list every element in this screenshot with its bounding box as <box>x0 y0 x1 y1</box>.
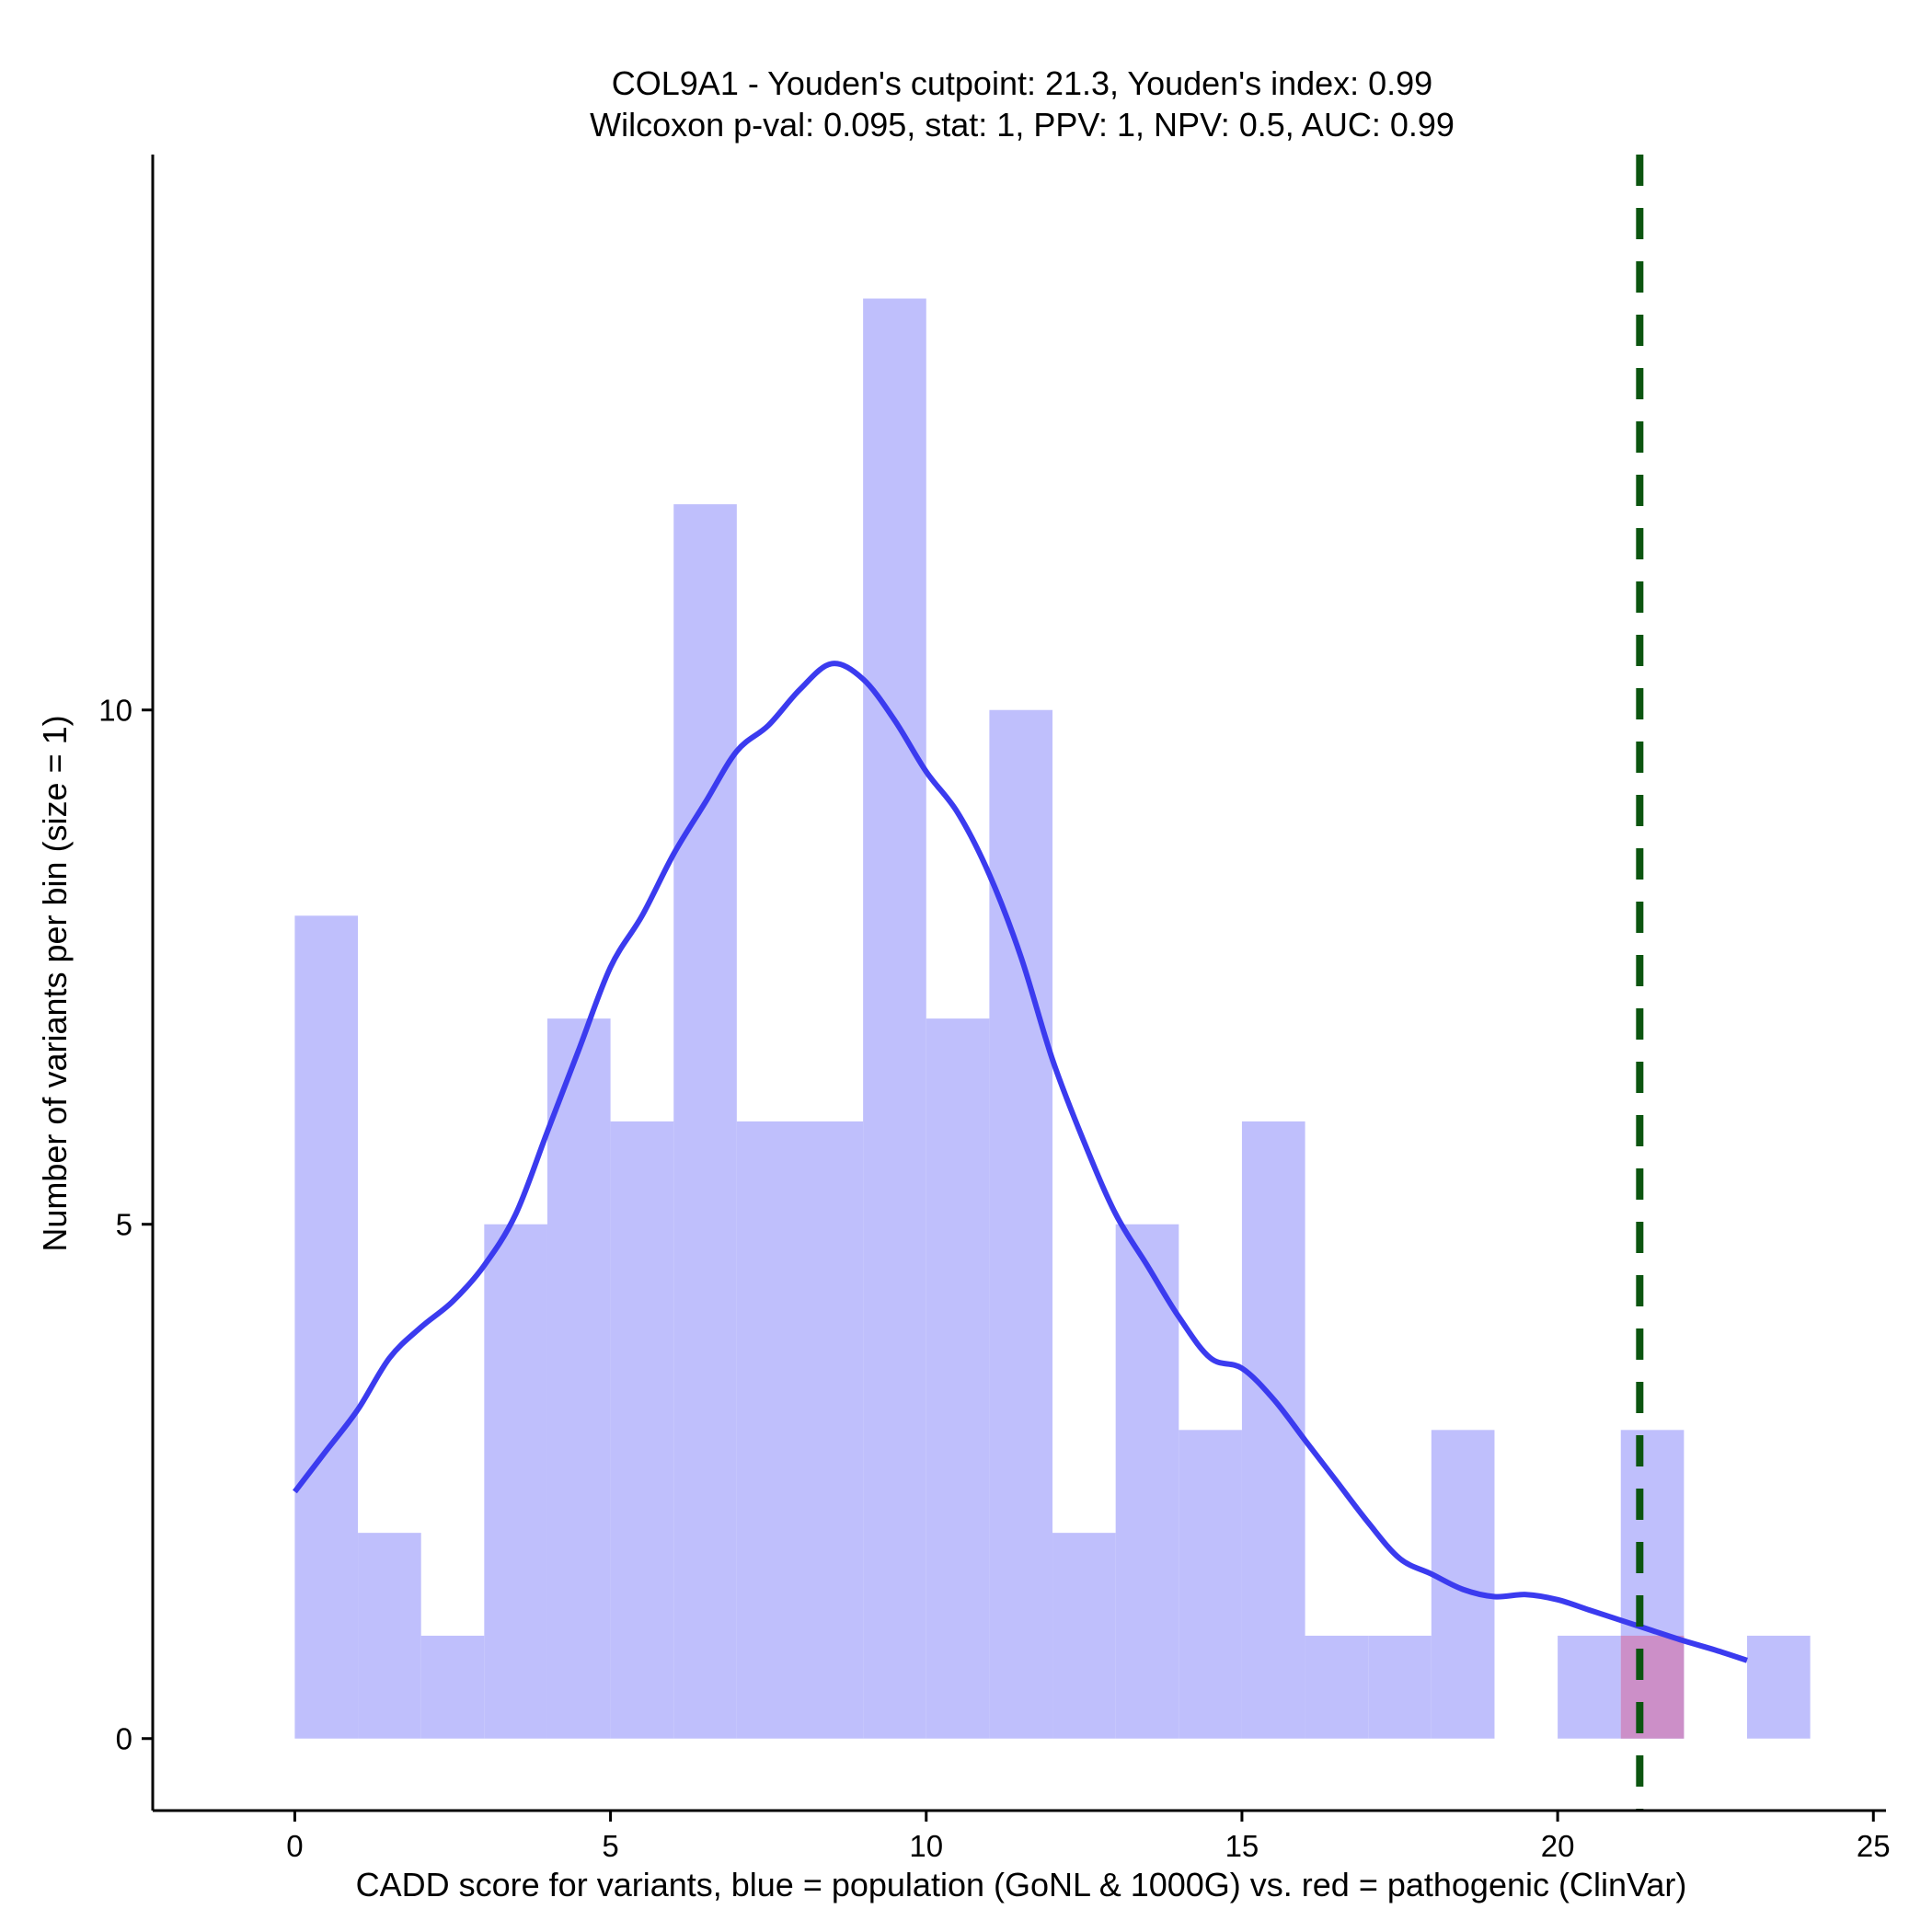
population-bar-9 <box>863 298 926 1739</box>
population-bar-20 <box>1558 1635 1621 1739</box>
x-tick-label-20: 20 <box>1541 1829 1575 1863</box>
bars-layer <box>294 298 1811 1739</box>
ticks-layer: 0 5 10 15 20 25 0 5 10 <box>98 694 1890 1863</box>
y-axis-label: Number of variants per bin (size = 1) <box>36 715 74 1251</box>
x-axis-label: CADD score for variants, blue = populati… <box>356 1866 1687 1903</box>
density-curve <box>293 661 1748 1663</box>
population-bar-17 <box>1368 1635 1432 1739</box>
population-bar-23 <box>1747 1635 1811 1739</box>
population-bar-6 <box>673 504 737 1739</box>
population-bar-2 <box>420 1635 485 1739</box>
population-bar-16 <box>1305 1635 1369 1739</box>
pathogenic-bar-21 <box>1620 1635 1685 1739</box>
population-bar-5 <box>610 1121 674 1739</box>
y-tick-label-5: 5 <box>116 1208 132 1242</box>
population-bar-8 <box>799 1121 864 1739</box>
population-bar-0 <box>294 915 359 1739</box>
chart-title: COL9A1 - Youden's cutpoint: 21.3, Youden… <box>612 64 1432 102</box>
y-tick-label-10: 10 <box>98 694 132 728</box>
population-bar-12 <box>1052 1533 1116 1739</box>
x-tick-label-15: 15 <box>1225 1829 1259 1863</box>
population-bar-4 <box>546 1018 611 1739</box>
population-bar-13 <box>1115 1224 1179 1739</box>
population-bar-1 <box>358 1533 421 1739</box>
population-bar-14 <box>1179 1430 1242 1739</box>
population-bar-7 <box>736 1121 800 1739</box>
y-tick-label-0: 0 <box>116 1722 132 1756</box>
population-bar-18 <box>1431 1430 1495 1739</box>
chart-subtitle: Wilcoxon p-val: 0.095, stat: 1, PPV: 1, … <box>590 106 1455 144</box>
x-tick-label-10: 10 <box>909 1829 943 1863</box>
x-tick-label-5: 5 <box>602 1829 618 1863</box>
x-tick-label-0: 0 <box>286 1829 303 1863</box>
population-bar-3 <box>484 1224 547 1739</box>
density-layer <box>293 661 1748 1663</box>
population-bar-11 <box>989 709 1053 1739</box>
x-tick-label-25: 25 <box>1857 1829 1891 1863</box>
population-bar-10 <box>926 1018 990 1739</box>
axes <box>151 155 1886 1812</box>
